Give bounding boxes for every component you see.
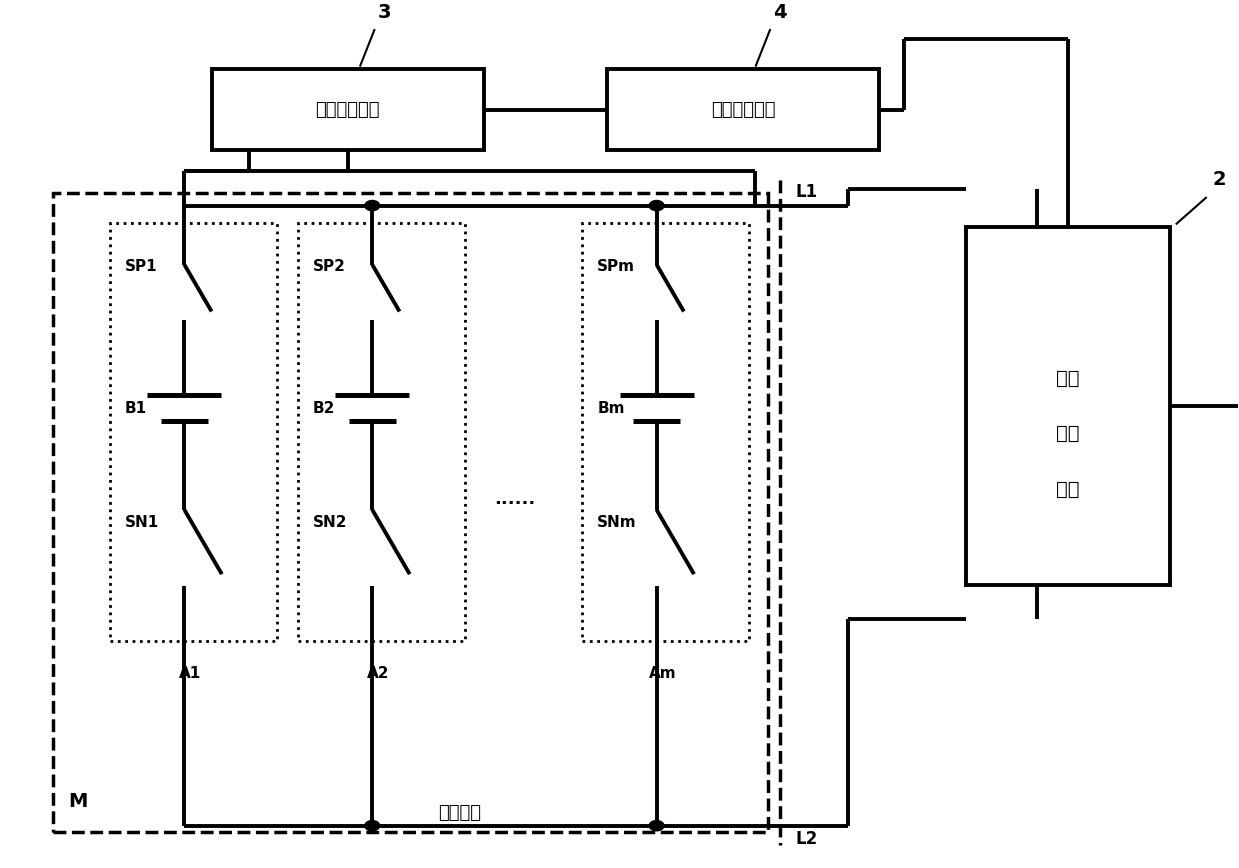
Text: SP2: SP2 xyxy=(313,259,346,274)
Bar xyxy=(607,69,880,150)
Text: SP1: SP1 xyxy=(125,259,157,274)
Circle shape xyxy=(364,820,379,831)
Text: 电池系统: 电池系统 xyxy=(439,805,482,822)
Text: L1: L1 xyxy=(795,183,818,201)
Text: Am: Am xyxy=(649,666,676,681)
Text: Bm: Bm xyxy=(597,401,624,416)
Text: ......: ...... xyxy=(494,490,535,508)
Text: SN2: SN2 xyxy=(313,515,347,529)
Circle shape xyxy=(364,201,379,211)
Circle shape xyxy=(649,820,664,831)
Text: B1: B1 xyxy=(125,401,147,416)
Text: SN1: SN1 xyxy=(125,515,160,529)
Bar xyxy=(53,193,768,832)
Text: A2: A2 xyxy=(367,666,390,681)
Text: 3: 3 xyxy=(378,3,392,23)
Text: 功率: 功率 xyxy=(1056,369,1079,388)
Text: 第二控制单元: 第二控制单元 xyxy=(711,101,776,119)
Bar xyxy=(582,223,750,641)
Bar xyxy=(299,223,465,641)
Text: SNm: SNm xyxy=(597,515,637,529)
Text: 4: 4 xyxy=(773,3,787,23)
Text: 模块: 模块 xyxy=(1056,480,1079,499)
Text: SPm: SPm xyxy=(597,259,636,274)
Bar xyxy=(110,223,278,641)
Text: A1: A1 xyxy=(180,666,202,681)
Text: B2: B2 xyxy=(313,401,336,416)
Text: 2: 2 xyxy=(1213,169,1227,188)
Text: 第一控制单元: 第一控制单元 xyxy=(315,101,380,119)
Text: M: M xyxy=(68,792,88,812)
Text: 变换: 变换 xyxy=(1056,424,1079,444)
Bar xyxy=(212,69,483,150)
Bar xyxy=(965,227,1170,585)
Circle shape xyxy=(649,201,664,211)
Text: L2: L2 xyxy=(795,830,818,848)
